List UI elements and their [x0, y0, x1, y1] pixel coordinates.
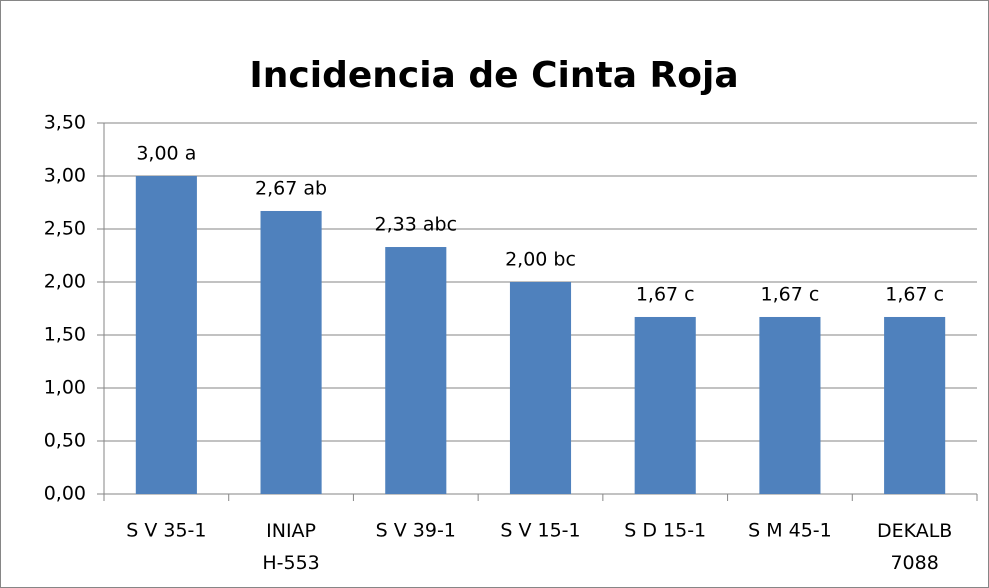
value-label: 1,67 c [636, 283, 695, 305]
y-tick-label: 0,50 [44, 430, 86, 452]
y-tick-label: 1,50 [44, 324, 86, 346]
value-label: 2,67 ab [255, 177, 327, 199]
chart-title: Incidencia de Cinta Roja [249, 55, 738, 96]
x-tick-label: DEKALB 7088 [877, 520, 952, 574]
x-tick-label: INIAP H-553 [262, 520, 319, 574]
value-label: 2,33 abc [375, 214, 458, 236]
y-tick-label: 1,00 [44, 377, 86, 399]
bar [634, 316, 696, 494]
value-label: 1,67 c [761, 283, 820, 305]
bar [135, 176, 197, 494]
bar [884, 316, 946, 494]
x-tick-label: S V 39-1 [376, 520, 456, 542]
x-tick-label: S M 45-1 [748, 520, 832, 542]
x-tick-label: S V 15-1 [500, 520, 580, 542]
x-tick-label: S V 35-1 [126, 520, 206, 542]
y-tick-label: 3,50 [44, 112, 86, 134]
value-label: 3,00 a [136, 143, 196, 165]
bar [385, 247, 447, 494]
bar [509, 282, 572, 494]
x-tick-label: S D 15-1 [624, 520, 706, 542]
y-tick-label: 0,00 [44, 483, 86, 505]
y-tick-label: 2,00 [44, 271, 86, 293]
value-label: 2,00 bc [505, 249, 576, 271]
y-tick-label: 2,50 [44, 218, 86, 240]
bar [260, 210, 322, 495]
y-tick-label: 3,00 [44, 165, 86, 187]
bar [759, 316, 821, 494]
value-label: 1,67 c [885, 283, 944, 305]
